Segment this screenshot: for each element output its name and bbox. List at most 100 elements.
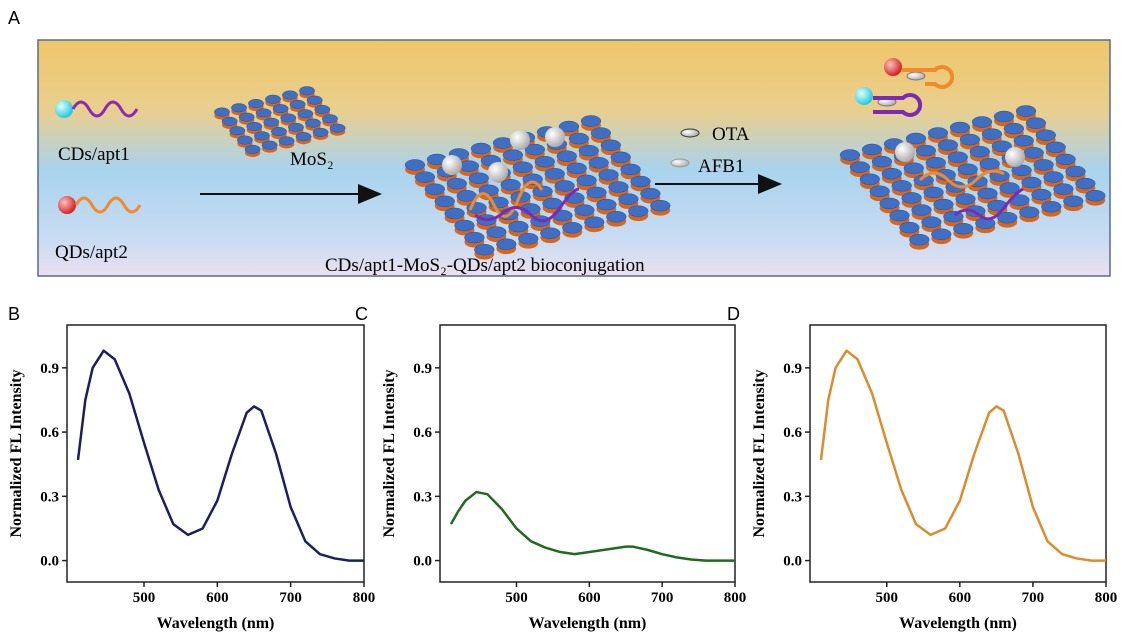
mos2-blue <box>840 150 860 161</box>
spectrum-line <box>451 492 735 561</box>
mos2-blue <box>435 196 455 207</box>
mos2-blue <box>870 186 890 197</box>
mos2-blue <box>606 211 626 222</box>
label: CDs/apt1 <box>58 144 130 165</box>
y-tick-label: 0.0 <box>783 554 802 570</box>
mos2-blue <box>1034 159 1054 170</box>
mos2-blue <box>597 199 617 210</box>
x-tick-label: 500 <box>875 590 898 606</box>
mos2-blue <box>581 116 601 127</box>
y-axis-label: Normalized FL Intensity <box>751 370 768 538</box>
mos2-blue <box>555 180 575 191</box>
x-tick-label: 800 <box>1095 590 1118 606</box>
mos2-blue <box>214 108 229 117</box>
mos2-blue <box>916 145 936 156</box>
mos2-blue <box>487 227 507 238</box>
mos2-blue <box>471 143 491 154</box>
x-tick-label: 800 <box>724 590 747 606</box>
mos2-blue <box>904 163 924 174</box>
mos2-blue <box>900 222 920 233</box>
mos2-blue <box>1054 184 1074 195</box>
figure: A CDs/apt1 QDs/apt2 MoS₂ OTA AFB1 CDs/ap… <box>0 0 1123 634</box>
mos2-blue <box>265 95 280 104</box>
mos2-blue <box>290 100 305 109</box>
mos2-blue <box>1004 123 1024 134</box>
x-tick-label: 600 <box>206 590 229 606</box>
mos2-blue <box>978 188 998 199</box>
y-tick-label: 0.6 <box>413 425 432 441</box>
toxin-sphere <box>545 127 565 147</box>
toxin-sphere <box>510 130 530 150</box>
mos2-blue <box>298 109 313 118</box>
mos2-blue <box>972 117 992 128</box>
mos2-blue <box>496 239 516 250</box>
mos2-blue <box>880 198 900 209</box>
mos2-blue <box>587 187 607 198</box>
mos2-blue <box>415 172 435 183</box>
mos2-blue <box>273 104 288 113</box>
mos2-blue <box>601 140 621 151</box>
mos2-blue <box>425 184 445 195</box>
mos2-blue <box>931 229 951 240</box>
mos2-blue <box>545 168 565 179</box>
cd-sphere <box>55 100 73 118</box>
mos2-blue <box>909 234 929 245</box>
mos2-blue <box>1024 147 1044 158</box>
mos2-blue <box>953 223 973 234</box>
spectrum-line <box>78 351 364 561</box>
mos2-blue <box>980 158 1000 169</box>
mos2-blue <box>1063 196 1083 207</box>
mos2-blue <box>591 128 611 139</box>
mos2-blue <box>567 163 587 174</box>
mos2-blue <box>1044 172 1064 183</box>
mos2-blue <box>1066 166 1086 177</box>
y-tick-label: 0.6 <box>783 425 802 441</box>
mos2-blue <box>533 186 553 197</box>
mos2-blue <box>305 119 320 128</box>
mos2-blue <box>247 122 262 131</box>
y-tick-label: 0.3 <box>783 489 802 505</box>
mos2-blue <box>279 137 294 146</box>
mos2-blue <box>469 173 489 184</box>
mos2-blue <box>892 180 912 191</box>
mos2-blue <box>535 156 555 167</box>
mos2-blue <box>288 123 303 132</box>
mos2-blue <box>994 111 1014 122</box>
mos2-blue <box>641 188 661 199</box>
mos2-blue <box>281 114 296 123</box>
mos2-blue <box>882 168 902 179</box>
mos2-blue <box>330 124 345 133</box>
mos2-blue <box>513 162 533 173</box>
plot-frame <box>810 325 1106 582</box>
cd-sphere <box>855 87 873 105</box>
mos2-blue <box>1014 135 1034 146</box>
qd-sphere <box>884 58 902 76</box>
mos2-blue <box>575 205 595 216</box>
mos2-blue <box>1076 178 1096 189</box>
x-tick-label: 800 <box>353 590 376 606</box>
mos2-blue <box>950 122 970 133</box>
mos2-blue <box>934 199 954 210</box>
x-tick-label: 700 <box>1022 590 1045 606</box>
label: AFB1 <box>698 156 744 177</box>
mos2-blue <box>296 132 311 141</box>
mos2-blue <box>577 175 597 186</box>
y-tick-label: 0.9 <box>783 361 802 377</box>
mos2-blue <box>982 129 1002 140</box>
mos2-blue <box>222 117 237 126</box>
x-tick-label: 600 <box>949 590 972 606</box>
mos2-blue <box>970 146 990 157</box>
mos2-blue <box>924 187 944 198</box>
ota-icon <box>681 129 699 137</box>
mos2-blue <box>239 113 254 122</box>
mos2-blue <box>628 206 648 217</box>
mos2-blue <box>860 174 880 185</box>
x-axis-label: Wavelength (nm) <box>529 615 647 632</box>
mos2-blue <box>922 217 942 228</box>
mos2-blue <box>315 105 330 114</box>
mos2-blue <box>445 208 465 219</box>
y-axis-label: Normalized FL Intensity <box>8 370 25 538</box>
mos2-blue <box>609 182 629 193</box>
qd-sphere <box>58 196 76 214</box>
mos2-blue <box>254 132 269 141</box>
